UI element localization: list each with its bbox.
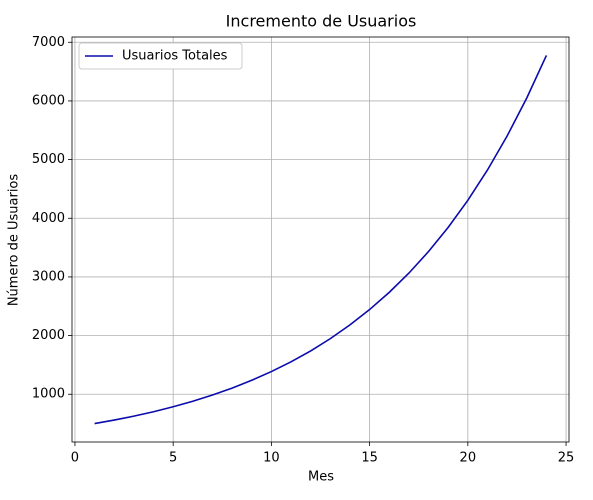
x-tick-label: 10: [263, 451, 280, 466]
legend-label: Usuarios Totales: [122, 49, 228, 64]
x-tick-label: 20: [460, 451, 477, 466]
y-tick-label: 7000: [32, 35, 65, 50]
line-series: [94, 55, 548, 425]
x-tick-label: 15: [361, 451, 378, 466]
y-tick-label: 5000: [32, 152, 65, 167]
x-tick-label: 5: [169, 451, 177, 466]
x-tick-label: 0: [71, 451, 79, 466]
y-tick-label: 4000: [32, 211, 65, 226]
y-tick-label: 1000: [32, 387, 65, 402]
x-axis-label: Mes: [308, 470, 334, 485]
y-tick-label: 2000: [32, 328, 65, 343]
legend-box: [78, 42, 243, 70]
x-tick-label: 25: [558, 451, 575, 466]
y-tick-label: 3000: [32, 269, 65, 284]
plot-frame: [71, 36, 570, 443]
y-axis-label: Número de Usuarios: [7, 174, 22, 307]
y-tick-label: 6000: [32, 93, 65, 108]
chart-title: Incremento de Usuarios: [226, 12, 417, 31]
